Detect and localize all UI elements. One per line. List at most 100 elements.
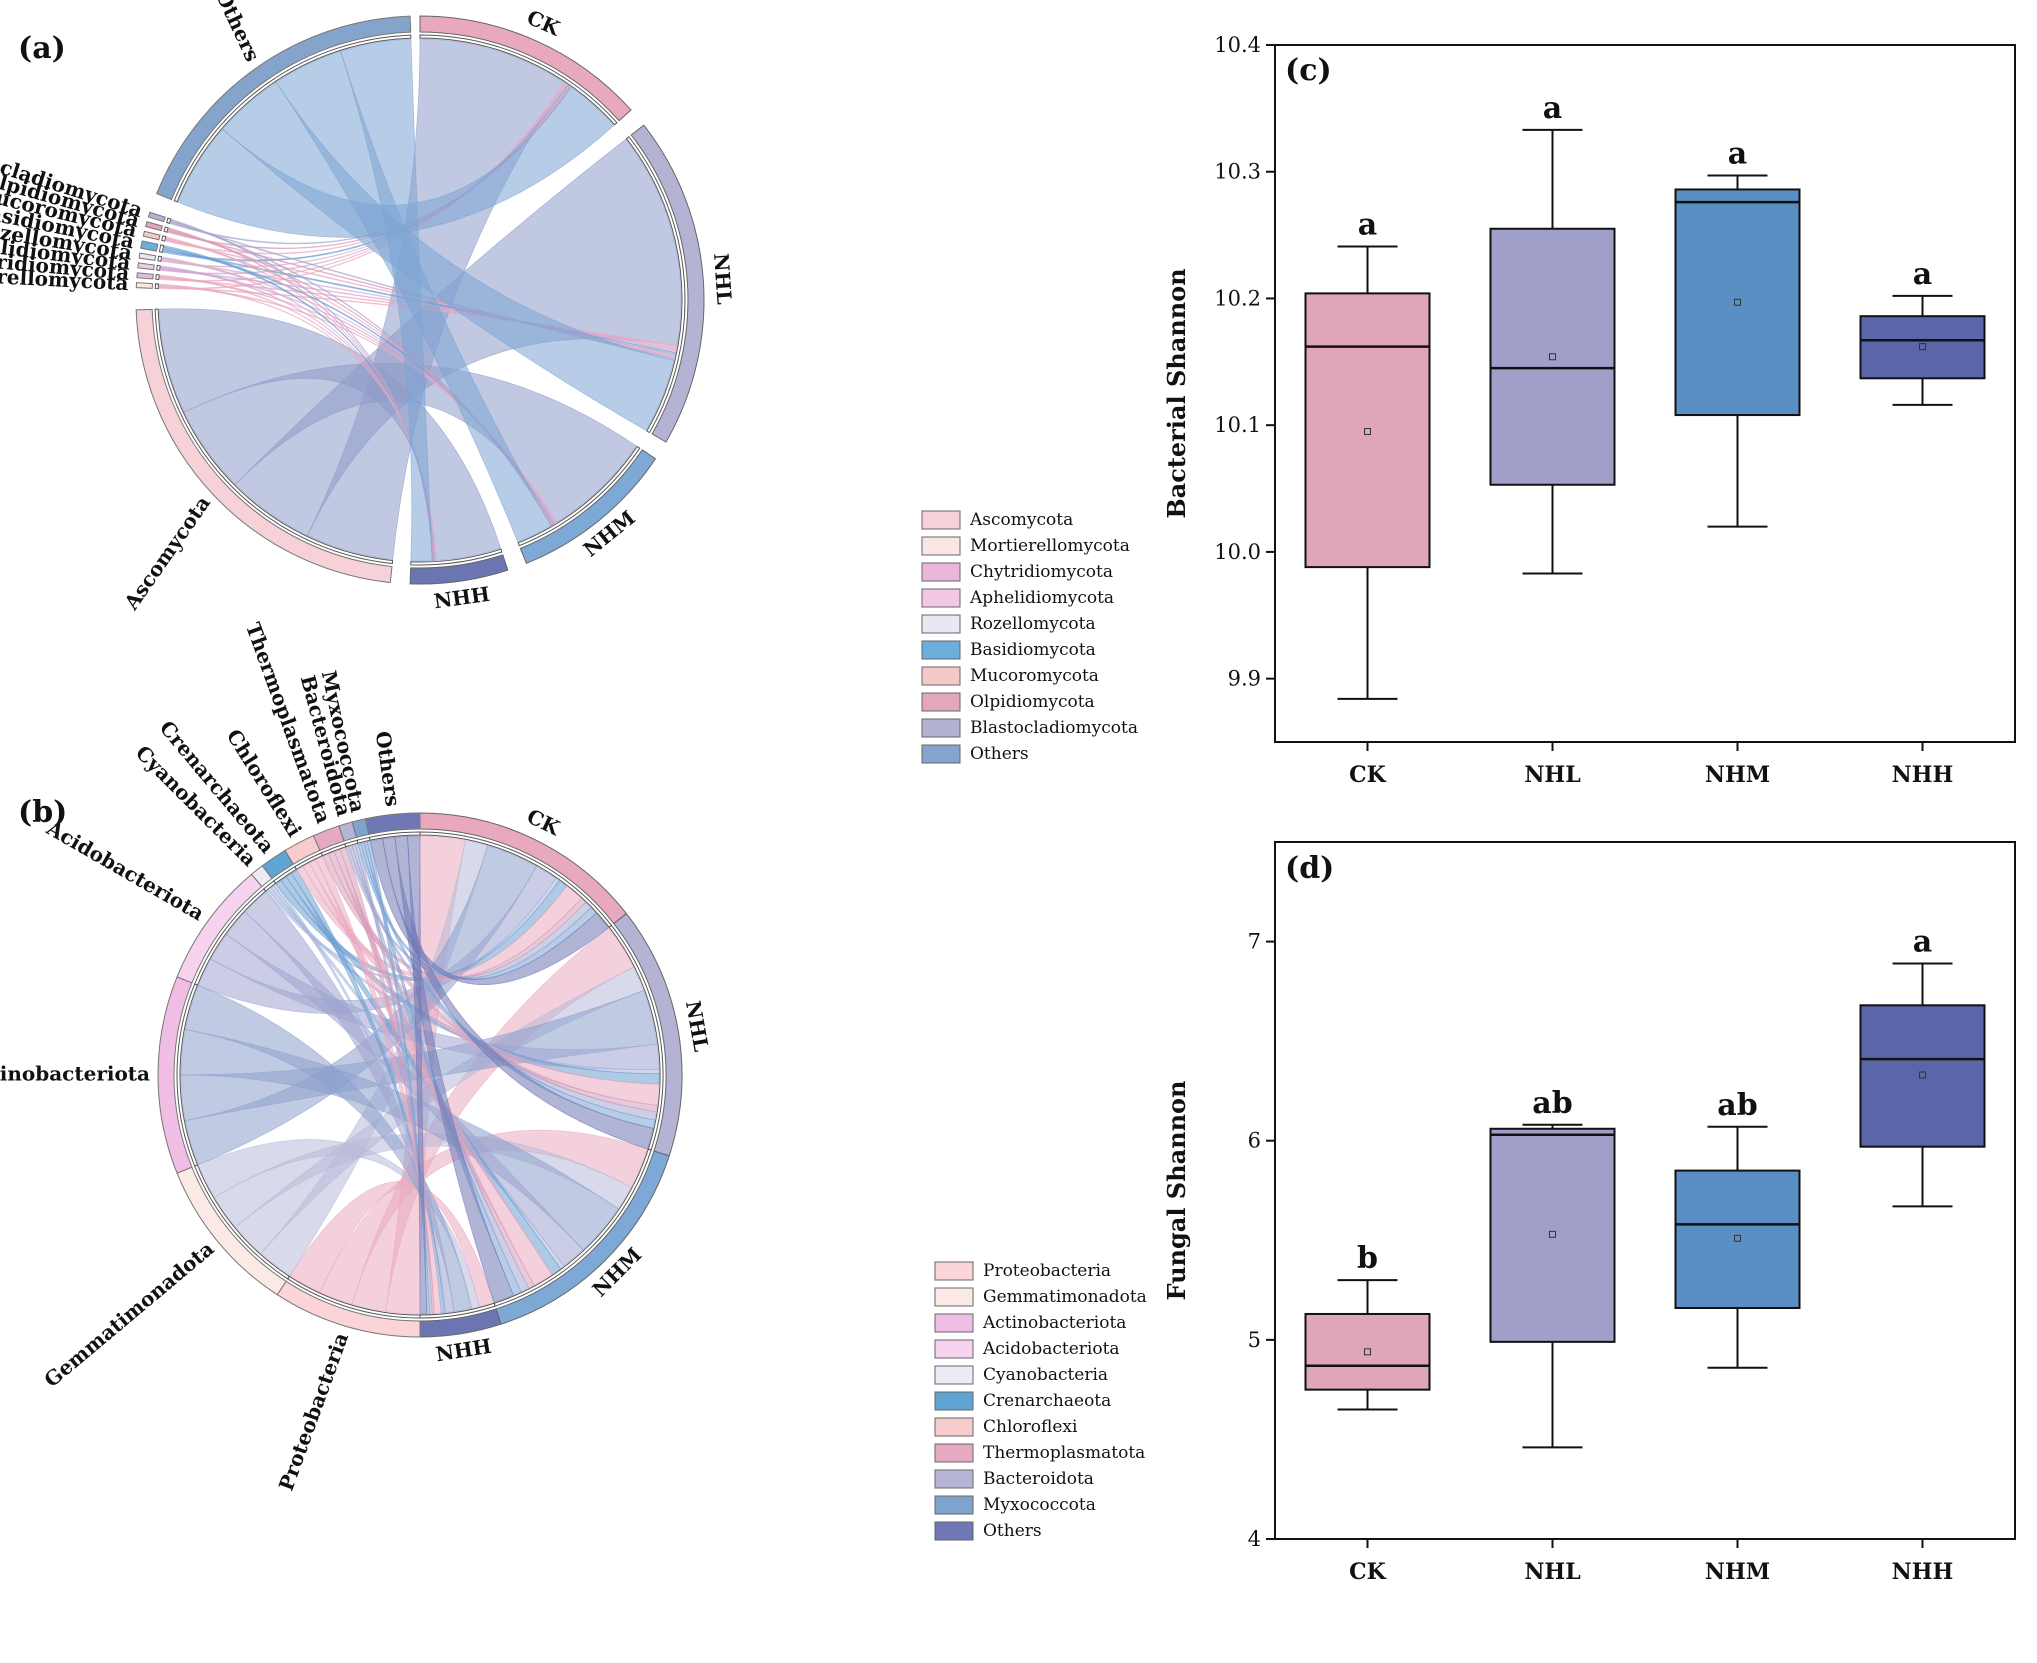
legend-label-actinobacteriota: Actinobacteriota (982, 1313, 1126, 1333)
box-nhh (1859, 315, 1986, 380)
box-ck (1304, 1312, 1431, 1391)
legend-swatch-blastocladiomycota (921, 718, 961, 738)
ribbon-blastocladiomycota-nhm (170, 219, 553, 527)
taxon-arc-others (156, 15, 412, 201)
legend-swatch-thermoplasmatota (934, 1443, 974, 1463)
mean-marker-ck (1364, 428, 1371, 436)
group-label-ck: CK (523, 804, 564, 840)
legend-label-cyanobacteria: Cyanobacteria (983, 1365, 1108, 1385)
taxon-arc-ascomycota (135, 308, 393, 583)
legend-swatch-myxococcota (934, 1495, 974, 1515)
ribbon-chytridiomycota-nhl (159, 276, 678, 350)
ribbon-mortierellomycota-ck (158, 82, 566, 290)
ribbon-chytridiomycota-ck (159, 82, 567, 282)
legend-label-bacteroidota: Bacteroidota (983, 1469, 1094, 1489)
plot-frame (1274, 841, 2016, 1540)
x-tick-label-nhh: NHH (1892, 762, 1954, 788)
legend-label-acidobacteriota: Acidobacteriota (982, 1339, 1120, 1359)
legend-fungal: Ascomycota Mortierellomycota Chytridiomyco… (921, 510, 1138, 764)
ribbon-mucoromycota-ck (165, 85, 571, 255)
taxon-inner-basidiomycota (158, 244, 165, 253)
legend-swatch-chloroflexi (934, 1417, 974, 1437)
box-nhm (1674, 188, 1801, 417)
y-axis-title: Fungal Shannon (1162, 1080, 1191, 1300)
legend-label-mucoromycota: Mucoromycota (970, 666, 1099, 686)
ribbon-mucoromycota-nhh (165, 236, 434, 562)
mean-marker-nhm (1734, 298, 1741, 306)
panel-tag-a: (a) (18, 31, 66, 66)
legend-label-olpidiomycota: Olpidiomycota (970, 692, 1095, 712)
legend-swatch-cyanobacteria (934, 1365, 974, 1385)
group-label-nhl: NHL (709, 252, 737, 305)
box-nhl (1489, 227, 1616, 486)
ribbon-blastocladiomycota-nhh (170, 218, 434, 562)
x-tick-label-nhm: NHM (1705, 762, 1770, 788)
ribbon-others-nhh (340, 38, 433, 562)
group-label-nhh: NHH (432, 582, 491, 614)
y-axis-title: Bacterial Shannon (1162, 268, 1191, 518)
group-arc-nhl (630, 124, 705, 443)
significance-letter-ck: b (1357, 1241, 1378, 1276)
mean-marker-nhh (1919, 343, 1926, 351)
x-tick-label-ck: CK (1349, 1559, 1387, 1585)
y-tick-label: 10.0 (1214, 540, 1261, 564)
mean-marker-ck (1364, 1348, 1371, 1356)
legend-swatch-gemmatimonadota (934, 1287, 974, 1307)
ribbon-rozellomycota-nhh (161, 256, 435, 562)
taxon-arc-blastocladiomycota (147, 211, 166, 223)
legend-swatch-ascomycota (921, 510, 961, 530)
x-tick-label-nhm: NHM (1705, 1559, 1770, 1585)
ribbon-mucoromycota-nhm (165, 237, 554, 526)
mean-marker-nhl (1549, 353, 1556, 361)
legend-label-mortierellomycota: Mortierellomycota (970, 536, 1130, 556)
y-tick-label: 6 (1248, 1129, 1261, 1153)
mean-marker-nhh (1919, 1071, 1926, 1079)
legend-label-others: Others (970, 744, 1029, 764)
taxon-inner-mortierellomycota (154, 283, 160, 290)
legend-swatch-bacteroidota (934, 1469, 974, 1489)
taxon-label-acidobacteriota: Acidobacteriota (42, 815, 209, 925)
x-tick-label-nhl: NHL (1524, 1559, 1580, 1585)
ribbon-blastocladiomycota-nhl (170, 221, 675, 361)
taxon-label-others: Others (371, 730, 405, 808)
taxon-arc-others (364, 812, 421, 835)
ribbon-olpidiomycota-ck (167, 85, 571, 249)
legend-swatch-crenarchaeota (934, 1391, 974, 1411)
taxon-inner-aphelidiomycota (156, 264, 161, 271)
ribbon-chytridiomycota-nhh (159, 274, 436, 561)
group-arc-nhm (519, 449, 657, 564)
legend-swatch-proteobacteria (934, 1261, 974, 1281)
ribbon-rozellomycota-nhm (161, 257, 556, 525)
group-label-ck: CK (523, 5, 564, 41)
taxon-arc-rozellomycota (138, 252, 157, 261)
legend-label-crenarchaeota: Crenarchaeota (983, 1391, 1111, 1411)
chord-diagram-bacterial: CKNHLNHMNHHProteobacteriaGemmatimonadota… (0, 619, 713, 1494)
legend-swatch-basidiomycota (921, 640, 961, 660)
legend-label-basidiomycota: Basidiomycota (970, 640, 1096, 660)
ribbon-olpidiomycota-nhm (167, 228, 553, 526)
significance-letter-nhh: a (1913, 257, 1932, 292)
y-tick-label: 5 (1248, 1328, 1261, 1352)
ribbon-chloroflexi-nhh (315, 856, 442, 1314)
taxon-inner-olpidiomycota (163, 226, 169, 233)
box-nhh (1859, 1004, 1986, 1148)
taxon-label-gemmatimonadota: Gemmatimonadota (39, 1236, 218, 1392)
significance-letter-nhl: ab (1532, 1086, 1572, 1121)
legend-swatch-chytridiomycota (921, 562, 961, 582)
ribbon-olpidiomycota-nhl (167, 229, 676, 359)
y-tick-label: 10.2 (1214, 286, 1261, 310)
legend-swatch-rozellomycota (921, 614, 961, 634)
legend-label-rozellomycota: Rozellomycota (970, 614, 1096, 634)
legend-label-others: Others (983, 1521, 1042, 1541)
ribbon-crenarchaeota-nhh (291, 869, 445, 1314)
mean-marker-nhl (1549, 1230, 1556, 1238)
ribbon-aphelidiomycota-nhl (160, 267, 677, 352)
ribbon-bacteroidota-nhh (354, 843, 433, 1315)
taxon-arc-aphelidiomycota (137, 262, 155, 271)
legend-swatch-others (934, 1521, 974, 1541)
significance-letter-ck: a (1358, 207, 1377, 242)
chord-diagram-fungal: CKNHLNHMNHHAscomycotaMortierellomycotaCh… (0, 0, 737, 615)
ribbon-aphelidiomycota-nhm (160, 266, 556, 525)
legend-label-proteobacteria: Proteobacteria (983, 1261, 1111, 1281)
